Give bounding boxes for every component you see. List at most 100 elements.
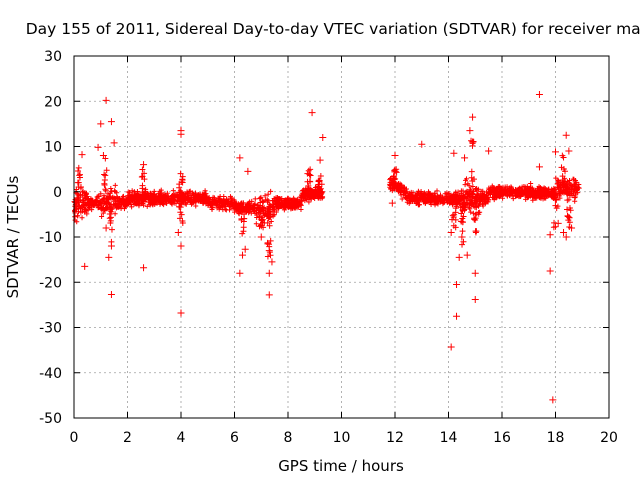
data-point bbox=[552, 196, 559, 203]
data-point bbox=[510, 190, 516, 196]
data-point bbox=[535, 90, 543, 98]
data-point bbox=[200, 200, 206, 206]
data-point bbox=[107, 204, 114, 211]
data-point bbox=[410, 196, 416, 202]
data-point bbox=[74, 219, 80, 225]
data-point bbox=[83, 208, 89, 214]
data-point bbox=[507, 186, 513, 192]
data-point bbox=[571, 186, 577, 192]
data-point bbox=[522, 190, 528, 196]
data-point bbox=[120, 193, 126, 199]
data-point bbox=[107, 194, 113, 200]
data-point bbox=[470, 184, 476, 190]
data-point bbox=[210, 197, 216, 203]
data-point bbox=[102, 187, 109, 194]
data-point bbox=[149, 195, 155, 201]
data-point bbox=[140, 161, 148, 169]
data-point bbox=[244, 167, 252, 175]
data-point bbox=[459, 228, 466, 235]
data-point bbox=[177, 309, 185, 317]
data-point bbox=[315, 195, 321, 201]
data-point bbox=[183, 194, 189, 200]
data-point bbox=[545, 186, 551, 192]
grid-lines bbox=[74, 56, 609, 418]
data-point bbox=[460, 213, 467, 220]
data-point bbox=[273, 209, 279, 215]
data-point bbox=[471, 269, 479, 277]
data-point bbox=[273, 199, 279, 205]
data-point bbox=[307, 186, 314, 193]
data-point bbox=[564, 206, 571, 213]
data-point bbox=[192, 195, 198, 201]
data-point bbox=[415, 197, 421, 203]
data-point bbox=[229, 200, 235, 206]
data-point bbox=[305, 182, 312, 189]
data-point bbox=[139, 185, 146, 192]
data-point bbox=[306, 199, 312, 205]
data-point bbox=[89, 197, 95, 203]
data-point bbox=[72, 210, 78, 216]
data-point bbox=[560, 180, 567, 187]
data-point bbox=[257, 222, 265, 230]
data-point bbox=[467, 187, 474, 194]
data-point bbox=[471, 203, 478, 210]
data-point bbox=[252, 210, 258, 216]
data-point bbox=[564, 191, 570, 197]
data-point bbox=[438, 198, 444, 204]
data-point bbox=[553, 197, 560, 204]
data-point bbox=[82, 199, 88, 205]
data-point bbox=[289, 198, 295, 204]
data-point bbox=[501, 191, 507, 197]
data-point bbox=[232, 198, 238, 204]
data-point bbox=[102, 172, 109, 179]
data-point bbox=[161, 202, 167, 208]
data-point bbox=[450, 195, 457, 202]
y-tick-label: 20 bbox=[44, 94, 62, 110]
data-point bbox=[547, 192, 553, 198]
data-point bbox=[107, 242, 115, 250]
data-point bbox=[444, 191, 450, 197]
data-point bbox=[458, 233, 466, 241]
data-point bbox=[498, 192, 504, 198]
data-point bbox=[566, 204, 573, 211]
data-point bbox=[111, 198, 117, 204]
y-tick-label: -30 bbox=[39, 321, 62, 337]
data-point bbox=[109, 188, 115, 194]
data-point bbox=[468, 168, 475, 175]
data-point bbox=[305, 167, 312, 174]
data-point bbox=[460, 199, 466, 205]
data-point bbox=[401, 191, 407, 197]
data-point bbox=[576, 181, 582, 187]
data-point bbox=[534, 187, 540, 193]
data-point bbox=[133, 192, 139, 198]
data-point bbox=[75, 194, 82, 201]
data-point bbox=[259, 204, 266, 211]
data-point bbox=[554, 219, 562, 227]
data-point bbox=[485, 147, 493, 155]
data-point bbox=[164, 190, 170, 196]
data-point bbox=[179, 173, 186, 180]
data-point bbox=[434, 188, 440, 194]
data-point bbox=[252, 196, 258, 202]
data-point bbox=[468, 191, 475, 198]
x-axis-label: GPS time / hours bbox=[278, 457, 404, 475]
data-point bbox=[572, 195, 578, 201]
data-point bbox=[468, 174, 475, 181]
data-point bbox=[304, 192, 310, 198]
data-point bbox=[264, 253, 271, 260]
data-point bbox=[279, 195, 285, 201]
data-point bbox=[79, 215, 85, 221]
data-point bbox=[270, 213, 276, 219]
data-point bbox=[567, 192, 574, 199]
data-point bbox=[141, 176, 148, 183]
data-point bbox=[266, 206, 273, 213]
data-point bbox=[270, 198, 276, 204]
data-point bbox=[176, 189, 183, 196]
data-point bbox=[236, 269, 244, 277]
data-point bbox=[267, 214, 274, 221]
data-point bbox=[78, 209, 84, 215]
data-point bbox=[199, 191, 205, 197]
data-point bbox=[262, 193, 268, 199]
data-point bbox=[124, 202, 130, 208]
data-point bbox=[79, 203, 85, 209]
